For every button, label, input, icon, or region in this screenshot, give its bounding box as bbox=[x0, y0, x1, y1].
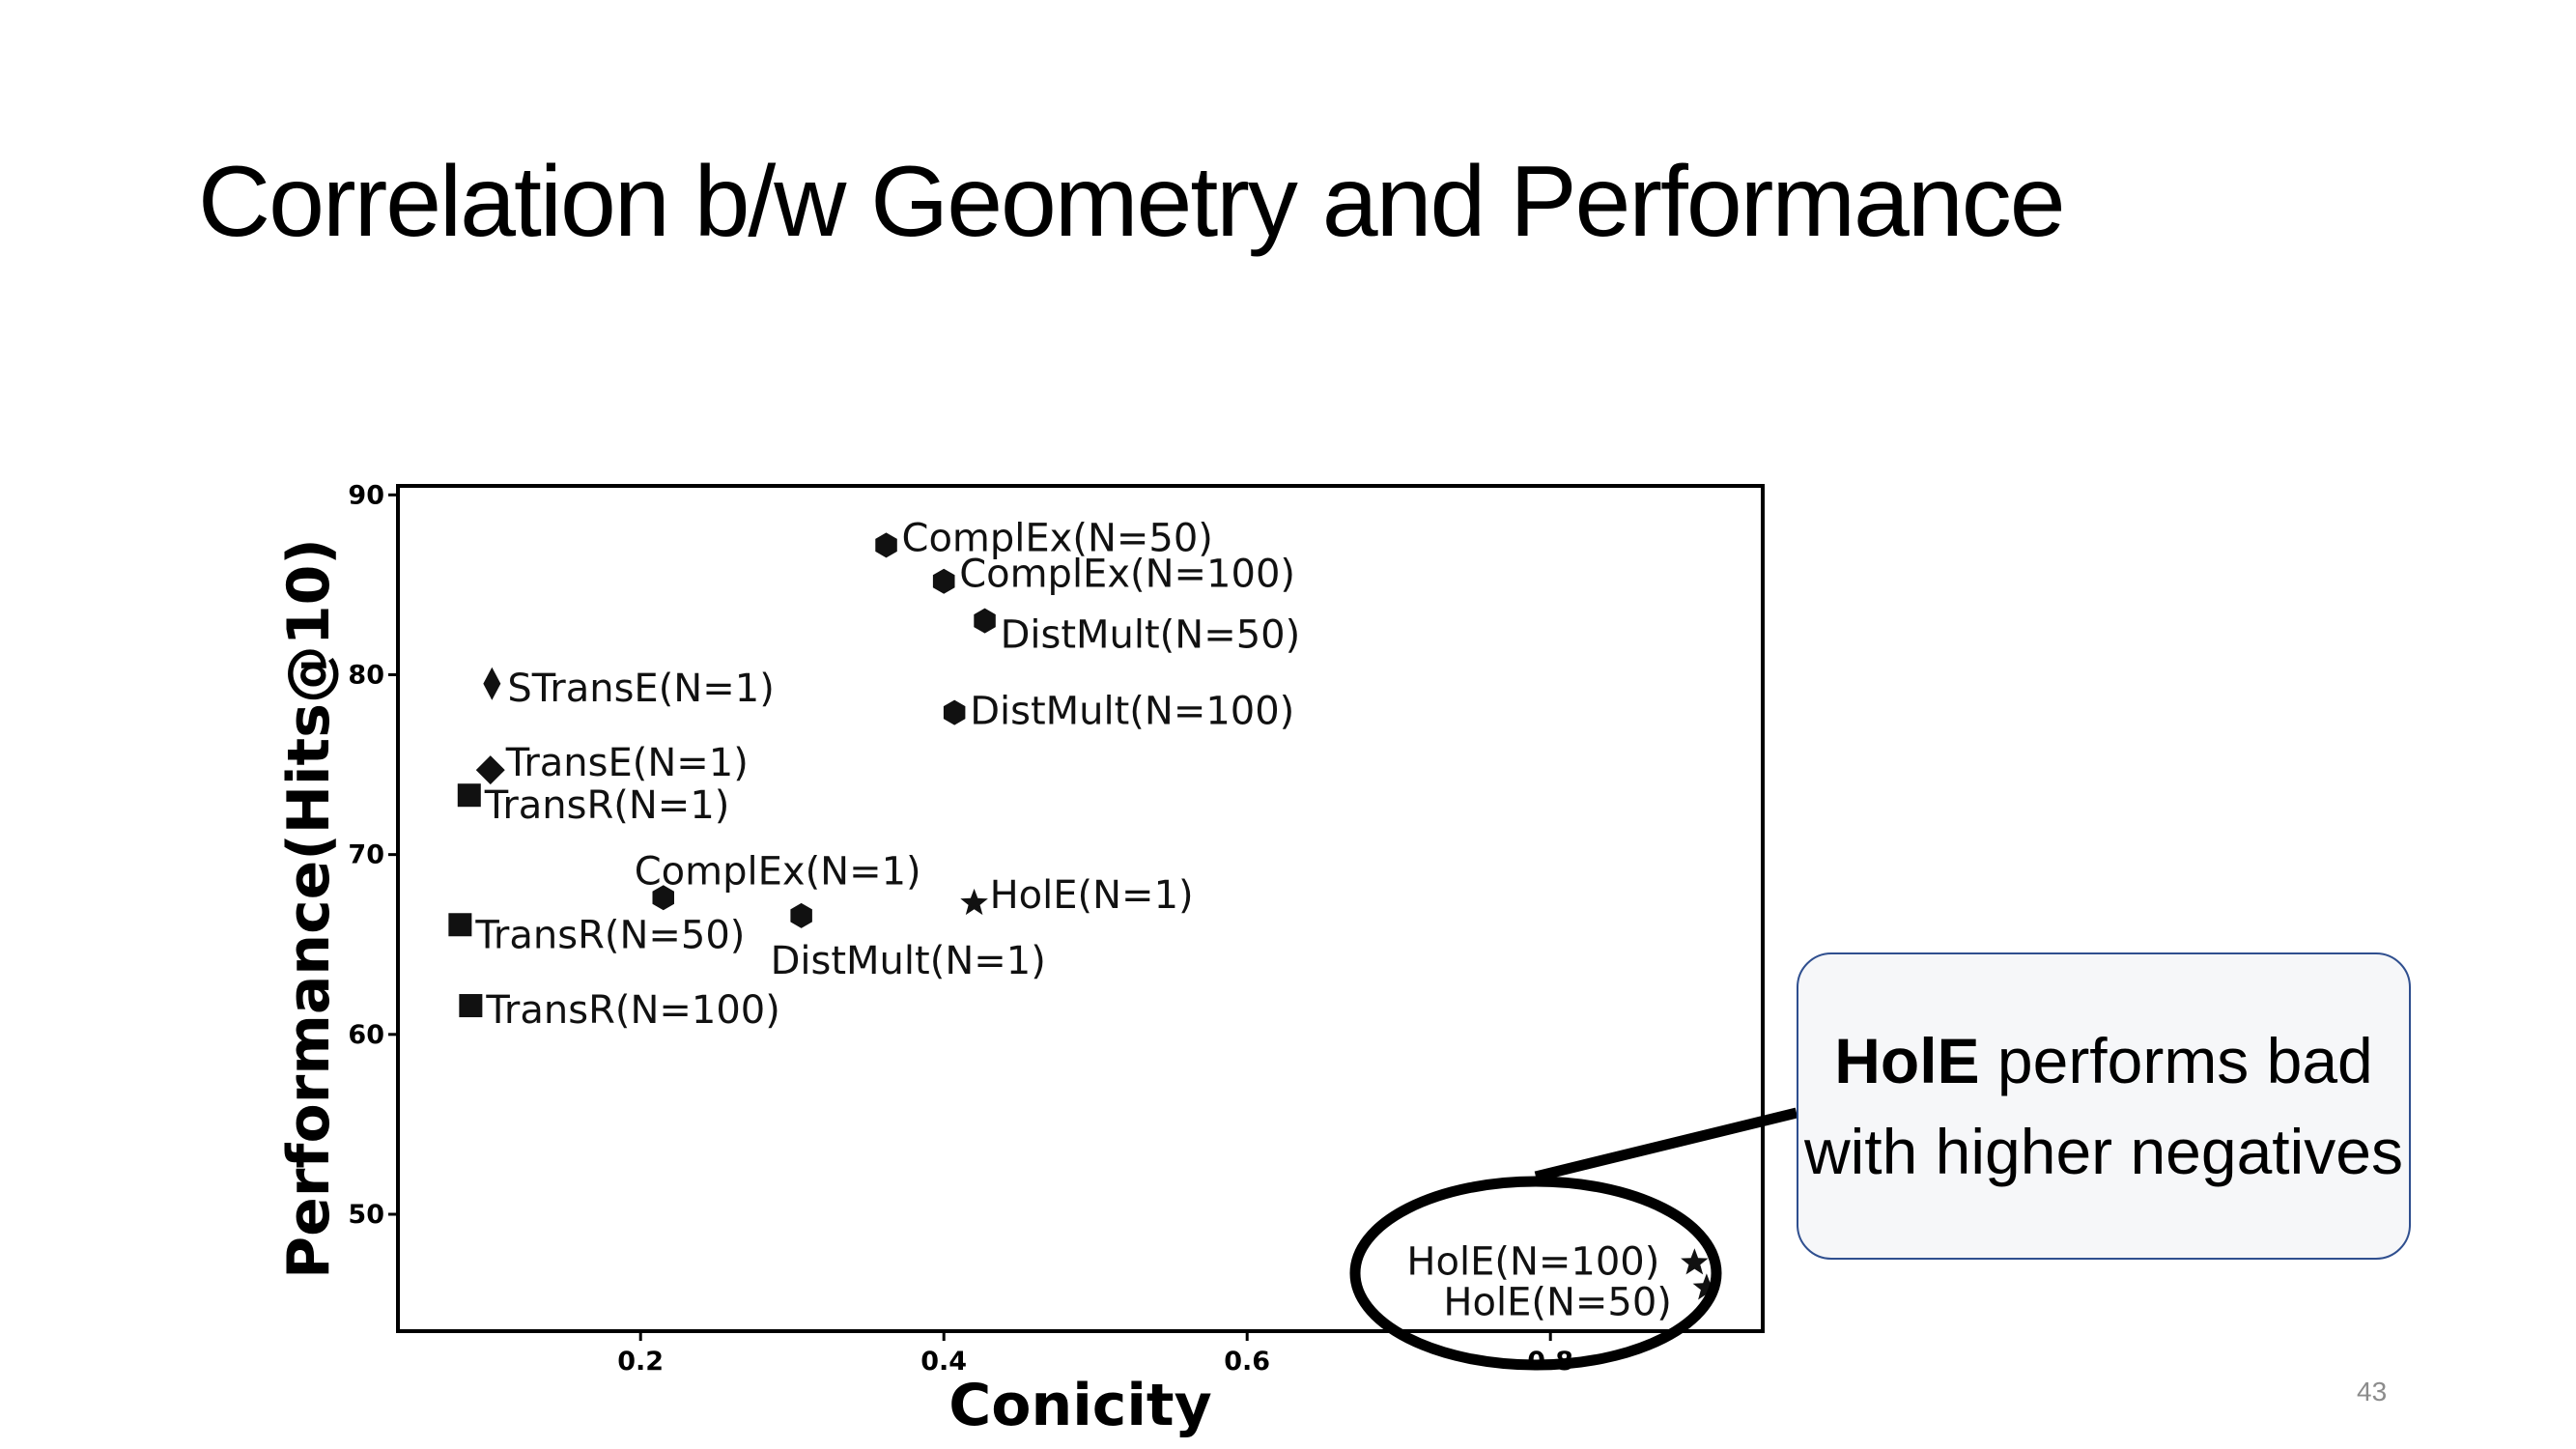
y-tick-label: 50 bbox=[348, 1200, 384, 1230]
callout-arrow bbox=[1534, 1107, 1798, 1182]
point-complex-n-100 bbox=[932, 568, 955, 594]
label-complex-n-100: ComplEx(N=100) bbox=[959, 553, 1295, 597]
label-transr-n-50: TransR(N=50) bbox=[474, 913, 745, 957]
label-stranse-n-1: STransE(N=1) bbox=[507, 667, 774, 711]
y-axis-ticks: 50 60 70 80 90 bbox=[348, 480, 398, 1230]
hole-highlight-ellipse bbox=[1349, 1176, 1722, 1371]
point-transe-n-1 bbox=[475, 755, 505, 785]
label-distmult-n-100: DistMult(N=100) bbox=[970, 690, 1294, 734]
label-hole-n-100: HolE(N=100) bbox=[1406, 1239, 1659, 1284]
x-axis-ticks: 0.2 0.4 0.6 0.8 bbox=[617, 1331, 1573, 1377]
point-distmult-n-100 bbox=[943, 699, 966, 725]
point-transr-n-50 bbox=[448, 913, 472, 937]
x-tick-label: 0.6 bbox=[1224, 1347, 1270, 1377]
x-tick-label: 0.2 bbox=[617, 1347, 664, 1377]
label-hole-n-50: HolE(N=50) bbox=[1443, 1280, 1671, 1324]
page-number: 43 bbox=[2357, 1377, 2388, 1406]
label-distmult-n-1: DistMult(N=1) bbox=[771, 939, 1046, 983]
y-tick-label: 70 bbox=[348, 840, 384, 870]
y-tick-label: 80 bbox=[348, 660, 384, 690]
y-tick-label: 60 bbox=[348, 1020, 384, 1050]
point-transr-n-1 bbox=[457, 783, 481, 808]
y-tick-label: 90 bbox=[348, 480, 384, 510]
x-axis-label: Conicity bbox=[948, 1372, 1211, 1439]
label-transr-n-1: TransR(N=1) bbox=[484, 783, 730, 828]
label-complex-n-1: ComplEx(N=1) bbox=[635, 849, 921, 894]
label-complex-n-50: ComplEx(N=50) bbox=[902, 516, 1213, 560]
hole-callout-box: HolE performs bad with higher negatives bbox=[1797, 952, 2411, 1260]
y-axis-label: Performance(Hits@10) bbox=[275, 538, 343, 1279]
plot-frame bbox=[396, 484, 1765, 1333]
point-labels: ComplEx(N=50)ComplEx(N=100) ComplEx(N=1) D… bbox=[474, 516, 1672, 1324]
point-distmult-n-50 bbox=[974, 608, 996, 634]
point-complex-n-50 bbox=[875, 532, 897, 558]
callout-text: performs bad with higher negatives bbox=[1803, 1025, 2404, 1187]
x-tick-label: 0.4 bbox=[920, 1347, 967, 1377]
label-transr-n-100: TransR(N=100) bbox=[485, 988, 780, 1033]
point-transr-n-100 bbox=[459, 994, 483, 1018]
point-hole-n-50 bbox=[1692, 1273, 1721, 1300]
label-transe-n-1: TransE(N=1) bbox=[505, 741, 749, 785]
label-hole-n-1: HolE(N=1) bbox=[990, 873, 1194, 918]
label-distmult-n-50: DistMult(N=50) bbox=[1001, 613, 1301, 658]
point-distmult-n-1 bbox=[790, 902, 812, 928]
point-stranse-n-1 bbox=[483, 667, 501, 700]
point-complex-n-1 bbox=[652, 885, 674, 911]
point-hole-n-100 bbox=[1681, 1248, 1709, 1275]
callout-bold-text: HolE bbox=[1834, 1025, 1980, 1096]
data-points bbox=[448, 532, 1721, 1300]
slide-title: Correlation b/w Geometry and Performance bbox=[198, 146, 2066, 258]
point-hole-n-1 bbox=[960, 888, 988, 916]
